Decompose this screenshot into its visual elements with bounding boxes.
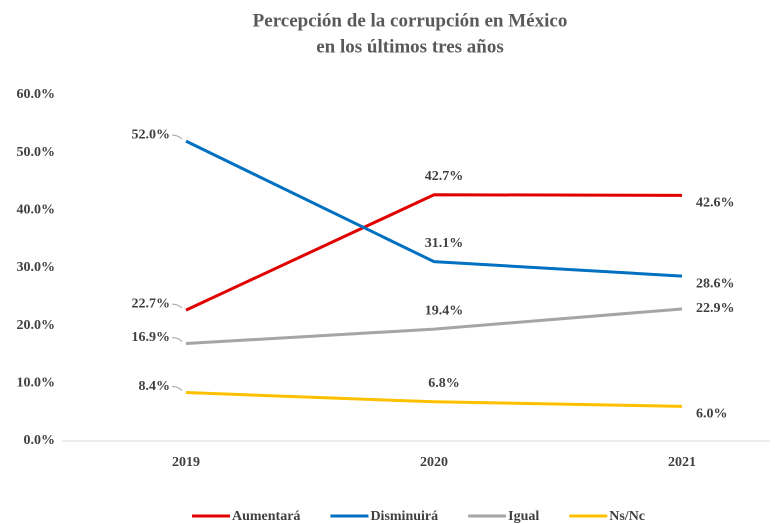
x-tick-label: 2019 [172,455,200,470]
data-label: 22.9% [696,301,735,316]
y-tick-label: 40.0% [17,203,56,218]
data-label: 42.6% [696,196,735,211]
legend-label: Ns/Nc [609,509,645,524]
y-tick-label: 10.0% [17,376,56,391]
series-line [185,139,683,278]
y-tick-label: 0.0% [24,433,56,448]
legend-label: Disminuirá [370,509,438,524]
leader-line [171,134,183,140]
series-line [185,307,683,346]
data-label: 28.6% [696,276,735,291]
data-label: 52.0% [132,127,171,142]
data-label: 6.0% [696,407,728,422]
leader-line [171,337,183,342]
legend-label: Igual [508,509,539,524]
data-label: 31.1% [425,236,464,251]
chart-title: en los últimos tres años [316,36,504,57]
data-label: 19.4% [425,303,464,318]
data-label: 42.7% [425,169,464,184]
y-tick-label: 50.0% [17,145,56,160]
data-label: 6.8% [428,376,460,391]
chart-title: Percepción de la corrupción en México [253,10,568,31]
data-label: 16.9% [132,330,171,345]
series-line [185,193,683,312]
x-tick-label: 2021 [668,455,696,470]
y-tick-label: 20.0% [17,318,56,333]
y-tick-label: 30.0% [17,260,56,275]
data-label: 22.7% [132,296,171,311]
y-tick-label: 60.0% [17,87,56,102]
series-line [185,391,683,408]
legend-label: Aumentará [232,509,300,524]
x-tick-label: 2020 [420,455,448,470]
leader-line [171,386,183,391]
leader-line [171,303,183,309]
data-label: 8.4% [139,379,171,394]
